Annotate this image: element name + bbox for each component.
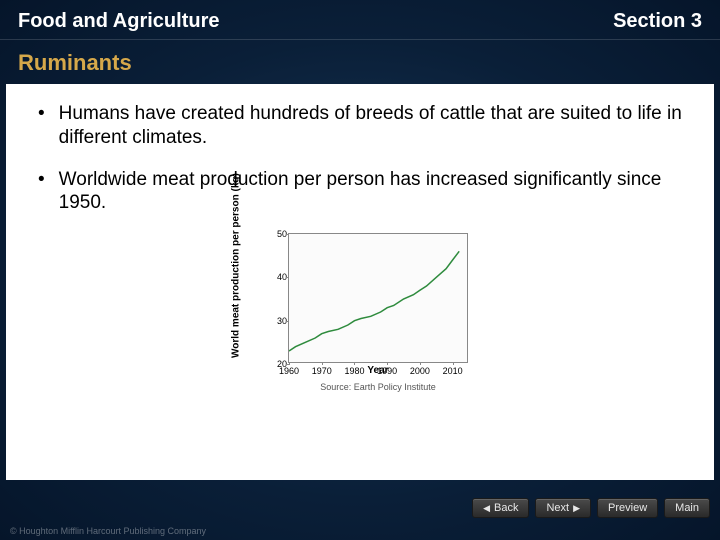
chart-source: Source: Earth Policy Institute	[288, 382, 468, 392]
back-label: Back	[494, 502, 518, 514]
preview-label: Preview	[608, 502, 647, 514]
chart-line-svg	[289, 234, 469, 364]
y-tick-label: 50	[269, 229, 287, 239]
bullet-text: Worldwide meat production per person has…	[59, 168, 686, 216]
triangle-right-icon: ▶	[573, 503, 580, 514]
slide-subtitle: Ruminants	[0, 40, 720, 84]
main-button[interactable]: Main	[664, 498, 710, 518]
content-area: • Humans have created hundreds of breeds…	[6, 84, 714, 480]
y-tick-label: 30	[269, 316, 287, 326]
x-tick-label: 1990	[377, 366, 397, 376]
bullet-dot-icon: •	[38, 102, 45, 126]
chart-container: World meat production per person (kg) 20…	[34, 233, 686, 392]
x-tick-label: 1960	[279, 366, 299, 376]
chart-box: World meat production per person (kg) 20…	[252, 233, 468, 392]
chart-y-axis-label: World meat production per person (kg)	[231, 238, 242, 358]
back-button[interactable]: ◀ Back	[472, 498, 529, 518]
chart-plot-area: 20304050196019701980199020002010	[288, 233, 468, 363]
x-tick-label: 2000	[410, 366, 430, 376]
section-label: Section 3	[613, 10, 702, 33]
slide-header: Food and Agriculture Section 3	[0, 0, 720, 40]
nav-bar: ◀ Back Next ▶ Preview Main	[472, 498, 710, 518]
chapter-title: Food and Agriculture	[18, 10, 219, 33]
bullet-item: • Worldwide meat production per person h…	[34, 168, 686, 216]
y-tick-label: 40	[269, 272, 287, 282]
main-label: Main	[675, 502, 699, 514]
next-button[interactable]: Next ▶	[535, 498, 591, 518]
x-tick-label: 1970	[312, 366, 332, 376]
x-tick-label: 1980	[344, 366, 364, 376]
triangle-left-icon: ◀	[483, 503, 490, 514]
preview-button[interactable]: Preview	[597, 498, 658, 518]
next-label: Next	[546, 502, 569, 514]
bullet-item: • Humans have created hundreds of breeds…	[34, 102, 686, 150]
copyright-text: © Houghton Mifflin Harcourt Publishing C…	[10, 526, 206, 536]
bullet-dot-icon: •	[38, 168, 45, 192]
bullet-text: Humans have created hundreds of breeds o…	[59, 102, 686, 150]
x-tick-label: 2010	[443, 366, 463, 376]
